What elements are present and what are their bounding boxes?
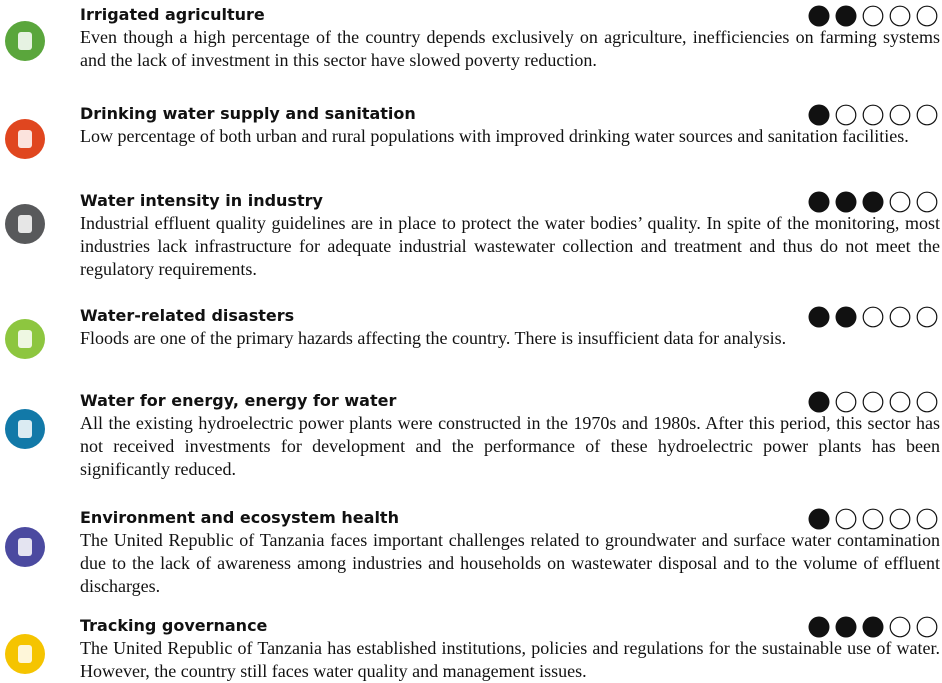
icon-symbol xyxy=(18,420,32,438)
rating-dot-empty xyxy=(889,508,911,530)
rating-dot-filled xyxy=(808,5,830,27)
item-text: Even though a high percentage of the cou… xyxy=(80,27,940,70)
rating-dots xyxy=(808,104,938,126)
icon-symbol xyxy=(18,330,32,348)
rating-dot-filled xyxy=(808,104,830,126)
item-title: Water for energy, energy for water xyxy=(80,391,397,410)
rating-dot-empty xyxy=(862,104,884,126)
rating-dot-filled xyxy=(835,306,857,328)
rating-dot-filled xyxy=(808,616,830,638)
rating-dot-empty xyxy=(862,391,884,413)
rating-dot-filled xyxy=(835,5,857,27)
item-title: Environment and ecosystem health xyxy=(80,508,399,527)
rating-dots xyxy=(808,306,938,328)
rating-dot-empty xyxy=(916,391,938,413)
icon xyxy=(5,319,45,359)
item-title: Tracking governance xyxy=(80,616,268,635)
rating-dot-empty xyxy=(862,306,884,328)
rating-dot-empty xyxy=(916,306,938,328)
rating-dot-empty xyxy=(862,5,884,27)
icon-symbol xyxy=(18,32,32,50)
rating-dot-empty xyxy=(889,616,911,638)
icon-symbol xyxy=(18,215,32,233)
item-title: Water intensity in industry xyxy=(80,191,323,210)
rating-dot-empty xyxy=(835,391,857,413)
rating-dot-empty xyxy=(916,104,938,126)
icon xyxy=(5,204,45,244)
item-text: All the existing hydroelectric power pla… xyxy=(80,413,940,479)
rating-dot-empty xyxy=(889,191,911,213)
rating-dot-empty xyxy=(889,5,911,27)
icon-symbol xyxy=(18,130,32,148)
rating-dots xyxy=(808,5,938,27)
icon xyxy=(5,634,45,674)
item-text: The United Republic of Tanzania has esta… xyxy=(80,638,940,681)
rating-dot-empty xyxy=(889,306,911,328)
rating-dots xyxy=(808,391,938,413)
rating-dot-filled xyxy=(835,191,857,213)
rating-dot-empty xyxy=(862,508,884,530)
rating-dot-empty xyxy=(889,391,911,413)
item-text: The United Republic of Tanzania faces im… xyxy=(80,530,940,596)
rating-dot-empty xyxy=(916,191,938,213)
item-title: Drinking water supply and sanitation xyxy=(80,104,416,123)
rating-dot-filled xyxy=(808,306,830,328)
icon-symbol xyxy=(18,645,32,663)
rating-dot-empty xyxy=(916,5,938,27)
rating-dot-empty xyxy=(916,616,938,638)
rating-dot-empty xyxy=(916,508,938,530)
rating-dots xyxy=(808,508,938,530)
icon xyxy=(5,21,45,61)
rating-dots xyxy=(808,616,938,638)
item-text: Floods are one of the primary hazards af… xyxy=(80,328,787,348)
rating-dot-filled xyxy=(808,508,830,530)
item-title: Irrigated agriculture xyxy=(80,5,265,24)
rating-dot-empty xyxy=(835,508,857,530)
rating-dot-filled xyxy=(808,391,830,413)
rating-dot-filled xyxy=(862,191,884,213)
rating-dot-filled xyxy=(835,616,857,638)
item-text: Industrial effluent quality guidelines a… xyxy=(80,213,940,279)
rating-dot-filled xyxy=(808,191,830,213)
icon xyxy=(5,527,45,567)
rating-dots xyxy=(808,191,938,213)
icon xyxy=(5,119,45,159)
rating-dot-filled xyxy=(862,616,884,638)
icon xyxy=(5,409,45,449)
rating-dot-empty xyxy=(835,104,857,126)
rating-dot-empty xyxy=(889,104,911,126)
icon-symbol xyxy=(18,538,32,556)
item-text: Low percentage of both urban and rural p… xyxy=(80,126,909,146)
item-title: Water-related disasters xyxy=(80,306,295,325)
